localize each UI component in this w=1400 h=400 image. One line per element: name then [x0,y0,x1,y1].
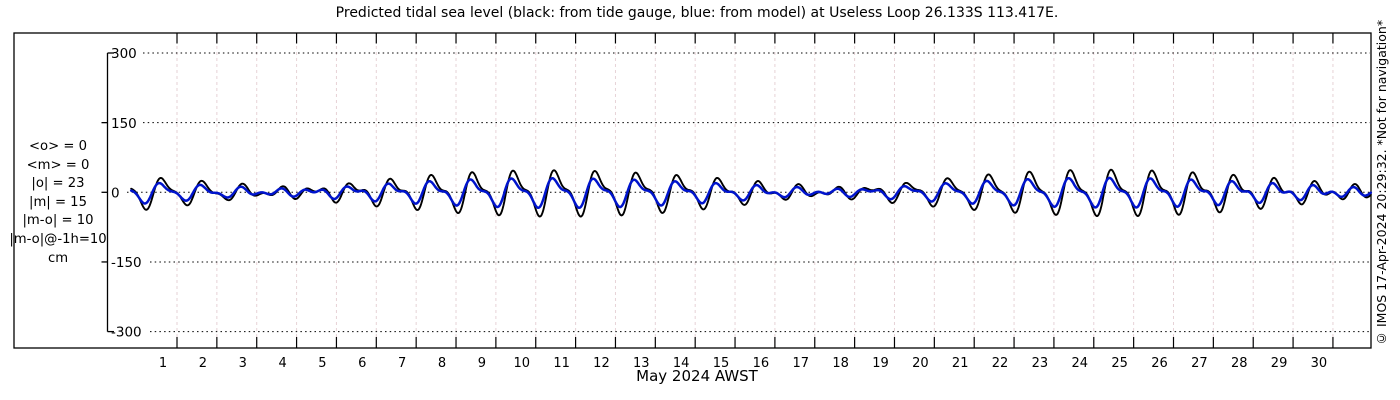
day-tick-label: 27 [1191,356,1208,371]
day-tick-label: 20 [912,356,929,371]
y-axis-labels: 300 150 0 -150 -300 [111,46,142,341]
day-tick-label: 3 [239,356,247,371]
copyright-watermark: © IMOS 17-Apr-2024 20:29:32. *Not for na… [1374,19,1389,346]
day-tick-label: 16 [753,356,770,371]
day-tick-label: 7 [398,356,406,371]
day-tick-label: 19 [872,356,889,371]
model-series-line [129,176,1373,210]
day-tick-label: 22 [992,356,1009,371]
day-tick-label: 26 [1151,356,1168,371]
day-tick-label: 15 [713,356,730,371]
stat-line: |m-o| = 10 [22,213,94,229]
day-tick-label: 14 [673,356,690,371]
day-tick-label: 21 [952,356,969,371]
y-tick-label: 0 [111,185,120,201]
y-tick-label: -300 [111,325,142,341]
day-tick-label: 4 [278,356,286,371]
day-tick-label: 12 [593,356,610,371]
day-tick-label: 11 [553,356,570,371]
plot-frame [13,32,1372,349]
stat-line: |o| = 23 [31,176,85,192]
day-tick-label: 10 [513,356,530,371]
day-tick-label: 6 [358,356,366,371]
day-tick-label: 13 [633,356,650,371]
day-tick-label: 9 [478,356,486,371]
day-tick-label: 2 [199,356,207,371]
stat-line: |m-o|@-1h=10 [9,231,107,247]
series-lines [129,168,1373,218]
day-tick-label: 8 [438,356,446,371]
day-tick-label: 28 [1231,356,1248,371]
day-tick-marks [176,33,1334,348]
day-tick-label: 29 [1271,356,1288,371]
day-tick-label: 30 [1311,356,1328,371]
x-axis-day-labels: 1 2 3 4 5 6 7 8 9 10 11 12 13 14 15 16 17 18 19 20 21 22 23 24 2… [159,356,1327,371]
day-tick-label: 23 [1032,356,1049,371]
stat-line: |m| = 15 [29,194,87,210]
day-tick-label: 18 [832,356,849,371]
y-tick-label: 150 [111,116,137,132]
day-tick-label: 1 [159,356,167,371]
x-axis-label: May 2024 AWST [636,367,758,385]
stat-line: <m> = 0 [26,157,90,173]
y-tick-label: -150 [111,255,142,271]
day-tick-label: 24 [1072,356,1089,371]
day-tick-label: 5 [318,356,326,371]
day-tick-label: 17 [792,356,809,371]
y-axis [101,52,114,333]
stat-line: cm [47,250,69,266]
h-gridlines [127,52,1370,333]
chart-title: Predicted tidal sea level (black: from t… [335,5,1059,21]
y-tick-label: 300 [111,46,137,62]
stat-line: <o> = 0 [29,139,87,154]
day-tick-label: 25 [1111,356,1128,371]
stats-panel: <o> = 0 <m> = 0 |o| = 23 |m| = 15 |m-o| = 10… [2,138,114,268]
